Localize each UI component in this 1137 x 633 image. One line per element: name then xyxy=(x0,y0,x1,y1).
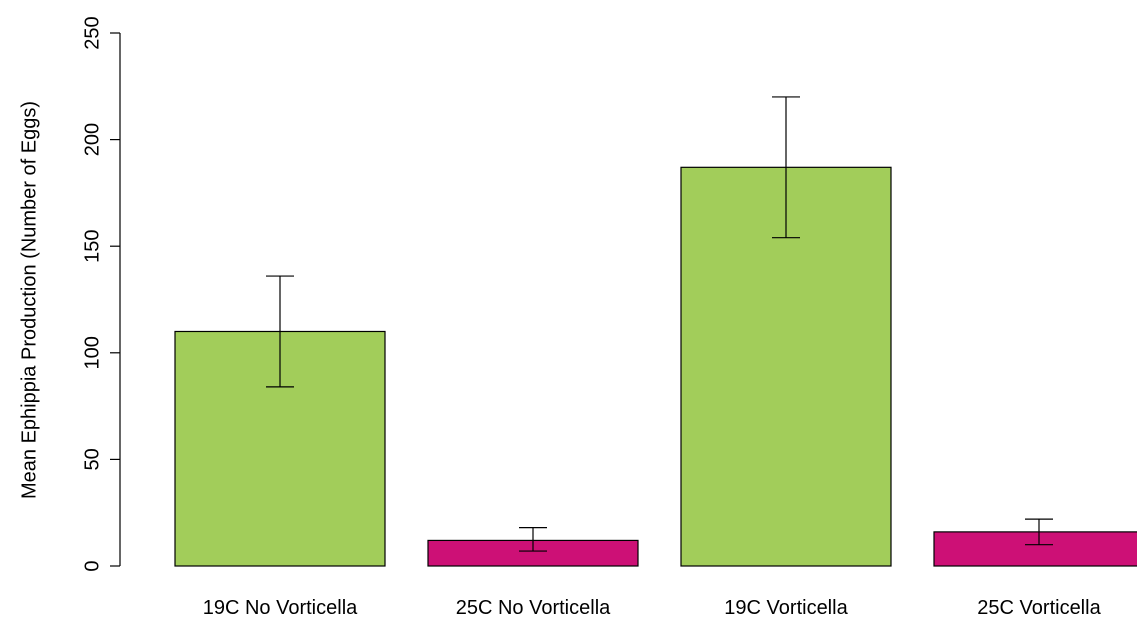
x-tick-label: 19C No Vorticella xyxy=(203,597,358,619)
y-tick-label: 200 xyxy=(81,123,103,156)
error-bar-4 xyxy=(1025,518,1053,546)
y-tick-label: 250 xyxy=(81,16,103,49)
y-axis: 0 50 100 150 200 250 xyxy=(81,16,121,572)
error-bar-1 xyxy=(266,275,294,388)
error-bar-2 xyxy=(519,527,547,552)
x-tick-labels: 19C No Vorticella 25C No Vorticella 19C Vo… xyxy=(203,597,1102,619)
error-bar-3 xyxy=(772,96,800,239)
y-tick-label: 50 xyxy=(81,448,103,470)
y-tick-label: 0 xyxy=(81,560,103,571)
y-tick-label: 150 xyxy=(81,230,103,263)
x-tick-label: 25C No Vorticella xyxy=(456,597,611,619)
x-tick-label: 25C Vorticella xyxy=(977,597,1101,619)
error-bars-group xyxy=(266,96,1053,552)
y-axis-label: Mean Ephippia Production (Number of Eggs… xyxy=(18,101,40,499)
bar-4 xyxy=(933,531,1137,567)
bars-group xyxy=(174,166,1137,567)
x-tick-label: 19C Vorticella xyxy=(724,597,848,619)
y-tick-label: 100 xyxy=(81,336,103,369)
